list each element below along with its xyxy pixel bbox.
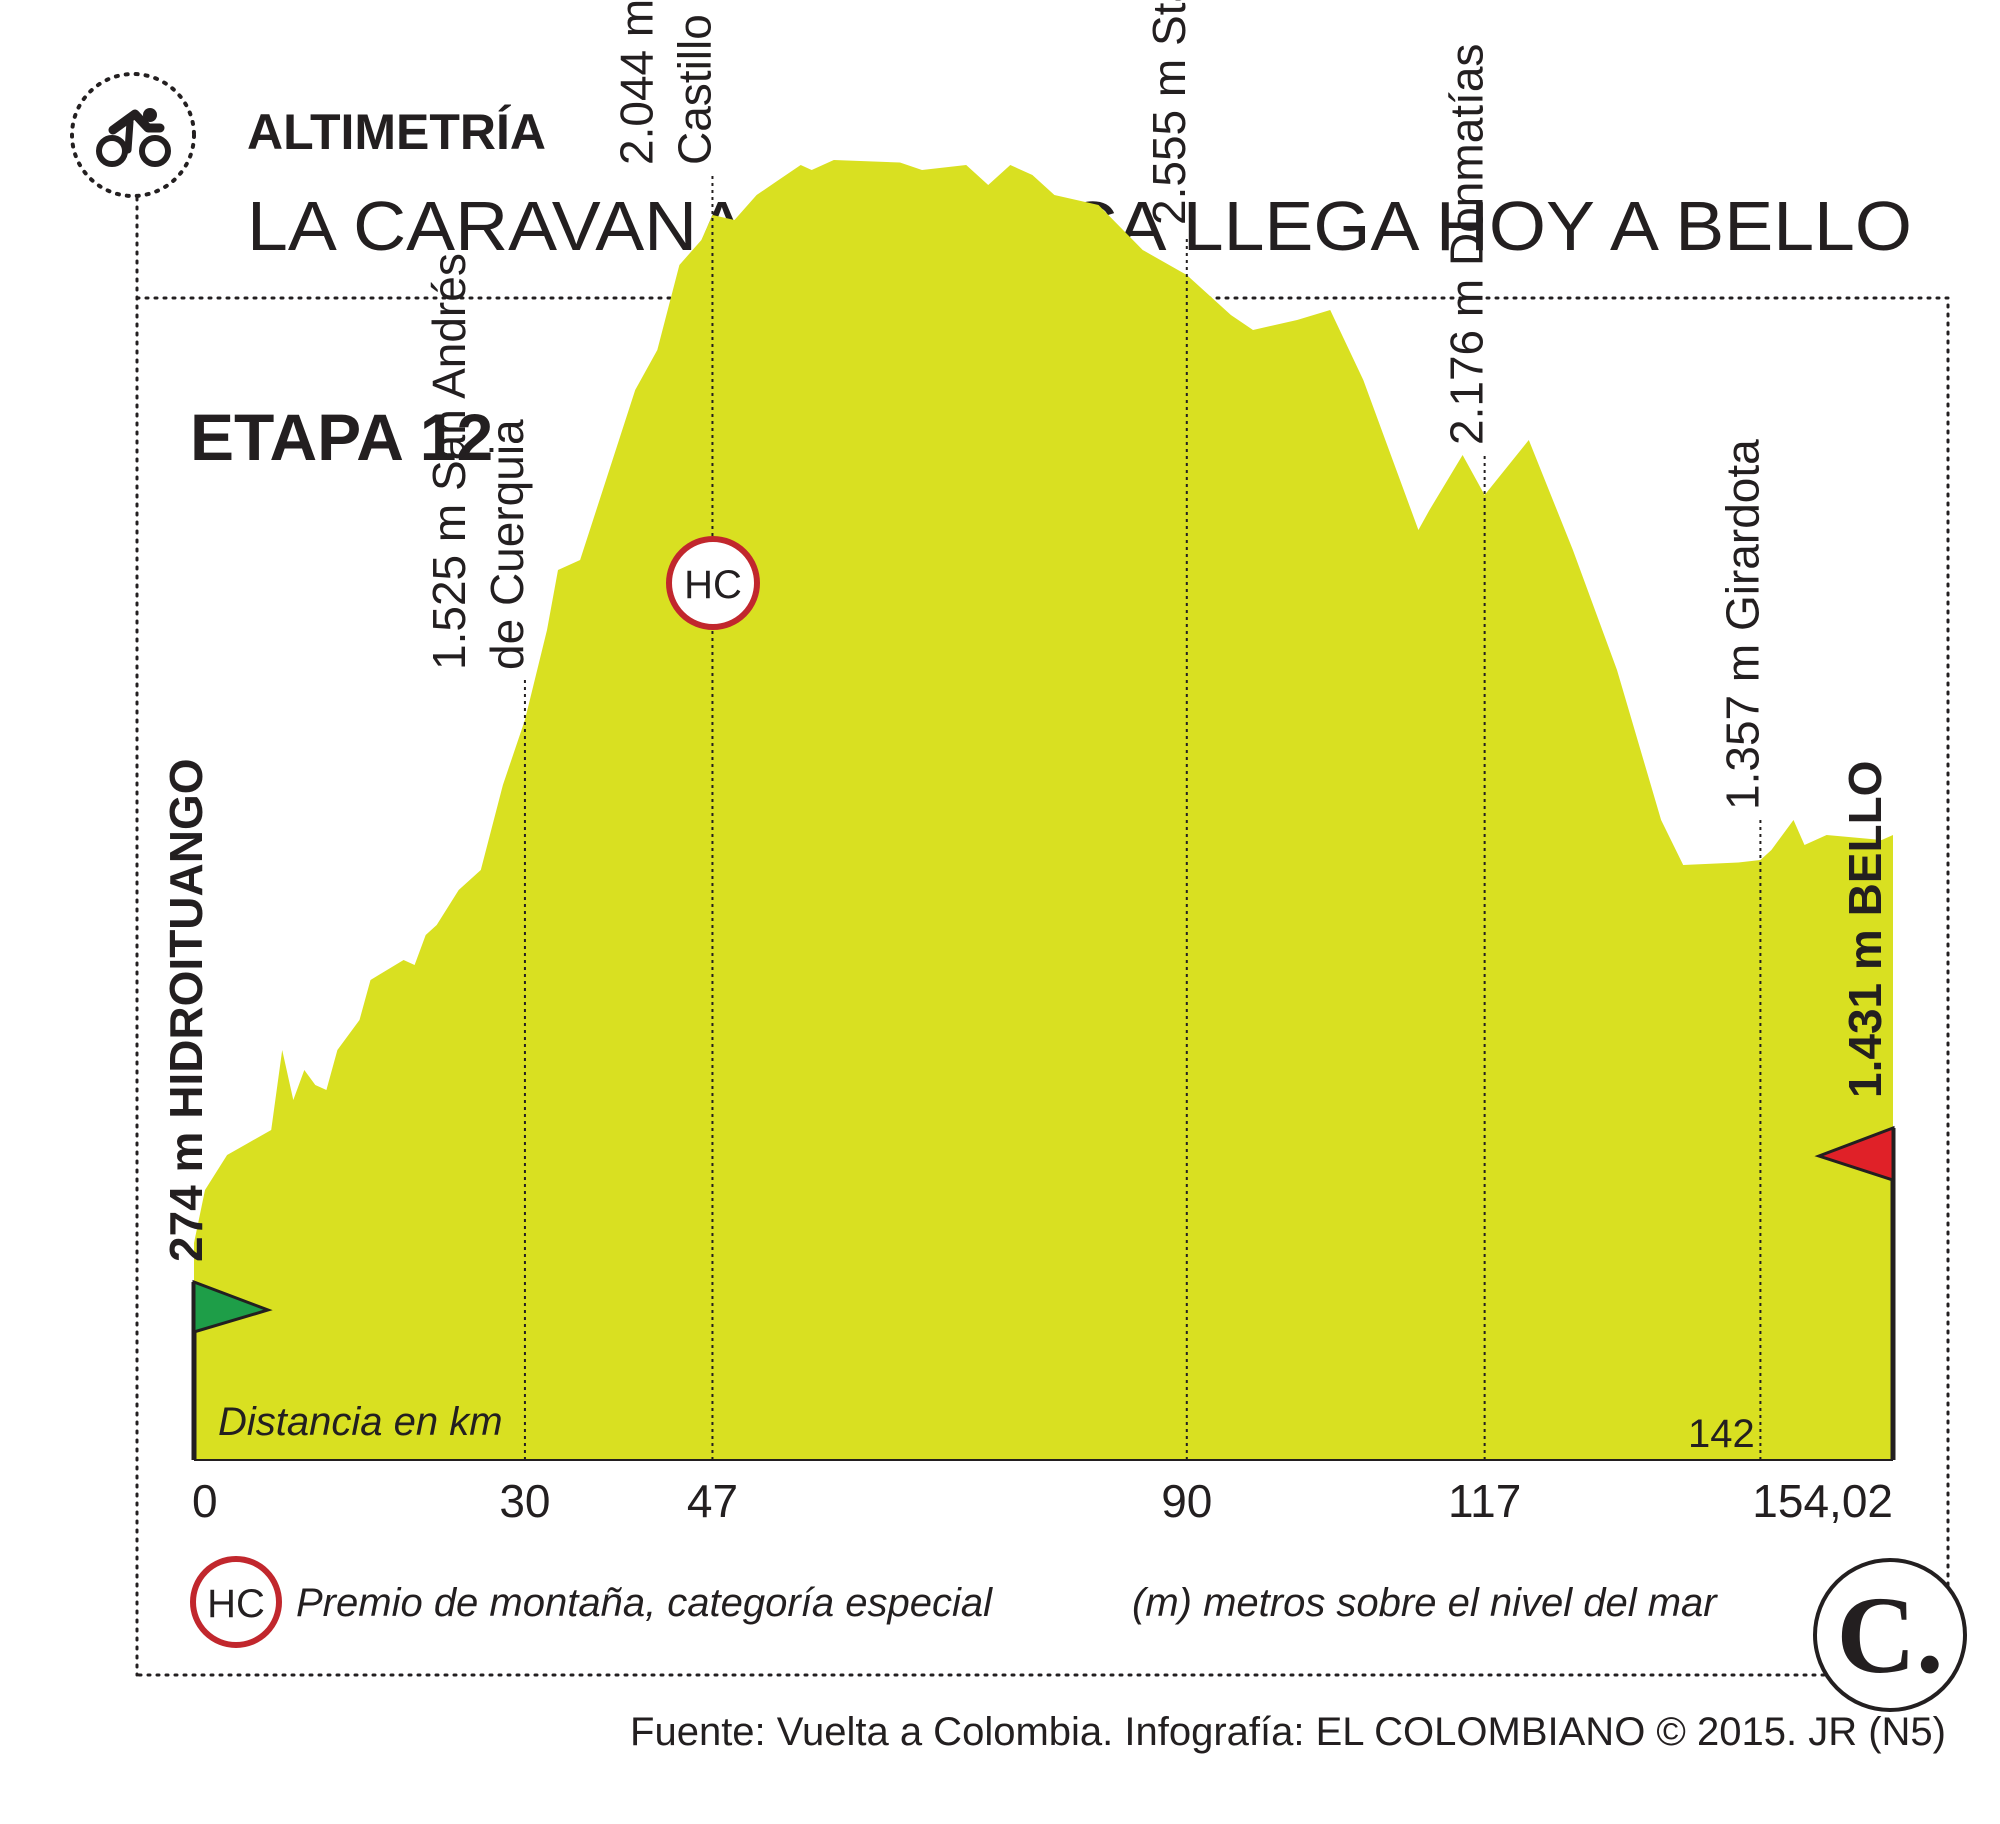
flags [191,1125,1896,1460]
waypoint-label: 1.525 m San Andrés [423,253,475,670]
cyclist-icon [70,72,196,198]
x-tick-label: 47 [687,1475,738,1527]
elevation-profile [194,160,1893,1461]
x-tick-label: 30 [499,1475,550,1527]
frame-border [135,296,1950,1677]
source-credit: Fuente: Vuelta a Colombia. Infografía: E… [630,1710,1946,1754]
legend-hc-text: Premio de montaña, categoría especial [296,1581,993,1625]
waypoint-label: de Cuerquia [481,419,533,670]
hc-badge: HC [666,536,760,630]
svg-text:HC: HC [207,1582,265,1626]
waypoint-label: 274 m HIDROITUANGO [160,758,212,1262]
finish-flag [1814,1125,1895,1183]
profile-area [194,160,1893,1460]
waypoint-label: 2.176 m Donmatías [1441,44,1493,445]
start-flag [192,1279,273,1335]
stage-label: ETAPA 12 [190,400,493,474]
waypoint-labels: 274 m HIDROITUANGO 1.525 m San Andrés de C… [160,0,1891,1262]
x-axis-ticks: 0 30 47 90 117 154,02 [192,1475,1893,1527]
waypoint-label: Castillo Blanco [669,0,721,165]
waypoint-label: 1.357 m Girardota [1716,439,1768,810]
x-tick-label: 154,02 [1752,1475,1893,1527]
legend-hc: HC Premio de montaña, categoría especial [190,1556,993,1648]
legend-unit-text: (m) metros sobre el nivel del mar [1132,1581,1718,1625]
section-label: ALTIMETRÍA [247,104,546,160]
svg-text:C.: C. [1837,1574,1944,1696]
svg-text:HC: HC [684,563,742,607]
el-colombiano-logo: C. [1813,1558,1967,1712]
x-tick-label: 117 [1448,1475,1521,1527]
waypoint-label: 2.555 m Sta. Rosa de Osos [1143,0,1195,225]
waypoint-lines [523,175,1762,1460]
extra-km-label: 142 [1688,1412,1755,1456]
distance-caption: Distancia en km [218,1400,503,1444]
x-tick-label: 0 [192,1475,218,1527]
x-tick-label: 90 [1161,1475,1212,1527]
waypoint-label: 2.044 m alto [611,0,663,165]
waypoint-label: 1.431 m BELLO [1839,761,1891,1098]
